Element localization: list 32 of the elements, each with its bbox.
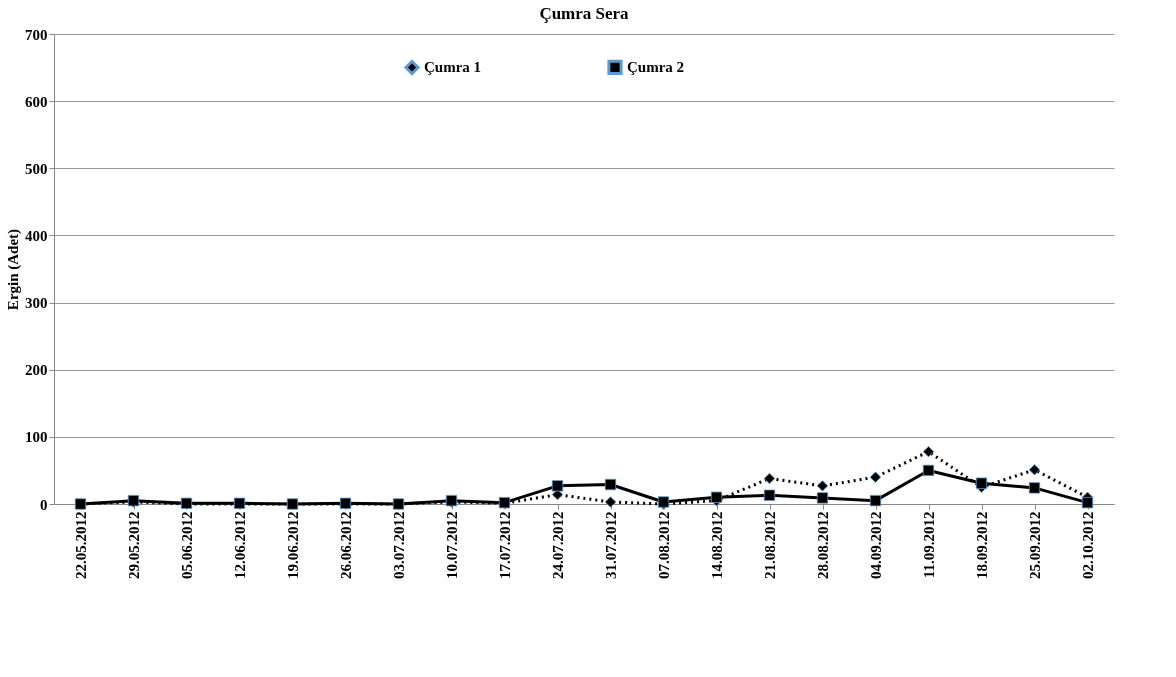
x-tick-label: 28.08.2012 <box>815 511 831 579</box>
x-tick-label: 04.09.2012 <box>868 511 884 579</box>
x-tick-label: 11.09.2012 <box>921 511 937 579</box>
y-tick-label: 600 <box>25 93 48 110</box>
x-tick-label: 17.07.2012 <box>497 511 513 579</box>
chart-title: Çumra Sera <box>539 4 630 23</box>
x-tick-label: 31.07.2012 <box>603 511 619 579</box>
x-tick-label: 12.06.2012 <box>232 511 248 579</box>
y-tick-label: 700 <box>25 26 48 43</box>
legend-label: Çumra 2 <box>627 59 685 76</box>
x-tick-label: 19.06.2012 <box>285 511 301 579</box>
x-tick-label: 22.05.2012 <box>73 511 89 579</box>
x-tick-label: 03.07.2012 <box>391 511 407 579</box>
x-tick-label: 24.07.2012 <box>550 511 566 579</box>
x-tick-label: 10.07.2012 <box>444 511 460 579</box>
y-tick-label: 300 <box>25 295 48 312</box>
x-tick-label: 07.08.2012 <box>656 511 672 579</box>
y-tick-label: 100 <box>25 429 48 446</box>
y-tick-label: 500 <box>25 160 48 177</box>
legend-label: Çumra 1 <box>424 59 482 76</box>
x-tick-label: 21.08.2012 <box>762 511 778 579</box>
y-tick-label: 0 <box>40 496 48 513</box>
x-tick-label: 18.09.2012 <box>974 511 990 579</box>
x-tick-label: 26.06.2012 <box>338 511 354 579</box>
x-tick-label: 02.10.2012 <box>1080 511 1096 579</box>
y-axis-title: Ergin (Adet) <box>5 228 22 311</box>
x-tick-label: 05.06.2012 <box>179 511 195 579</box>
x-tick-label: 14.08.2012 <box>709 511 725 579</box>
y-tick-label: 200 <box>25 362 48 379</box>
x-tick-label: 29.05.2012 <box>126 511 142 579</box>
x-tick-label: 25.09.2012 <box>1027 511 1043 579</box>
y-tick-label: 400 <box>25 227 48 244</box>
